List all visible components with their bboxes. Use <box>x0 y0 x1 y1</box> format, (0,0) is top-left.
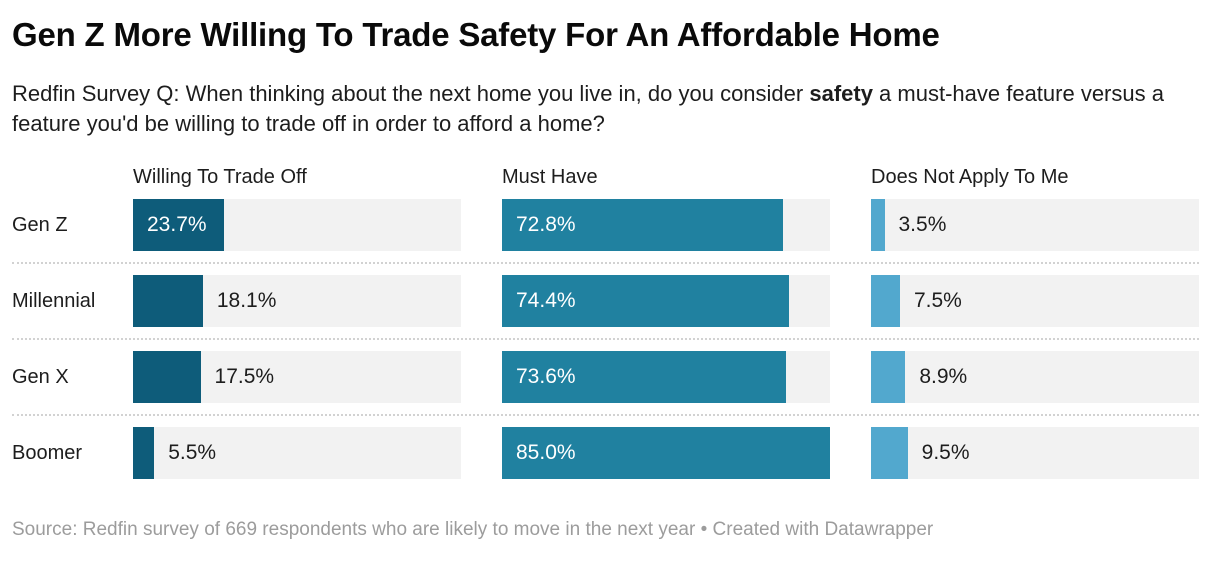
bar-track-willing-to-trade-off: 17.5% <box>133 351 461 404</box>
column-header-must-have: Must Have <box>502 166 598 189</box>
bar-value-willing-to-trade-off-gen-x: 17.5% <box>214 365 275 389</box>
bar-track-must-have: 74.4% <box>502 275 830 328</box>
bar-value-must-have-millennial: 74.4% <box>516 289 576 313</box>
bar-track-must-have: 73.6% <box>502 351 830 404</box>
bar-track-willing-to-trade-off: 5.5% <box>133 427 461 480</box>
bar-track-willing-to-trade-off: 23.7% <box>133 199 461 252</box>
column-header-row: Willing To Trade Off Must Have Does Not … <box>12 163 1199 192</box>
bar-does-not-apply-to-me-gen-x <box>871 351 906 404</box>
chart-row-gen-x: Gen X 17.5% 73.6% 8.9% <box>12 351 1199 404</box>
header-spacer <box>12 163 92 192</box>
bar-does-not-apply-to-me-gen-z <box>871 199 885 252</box>
bar-does-not-apply-to-me-boomer <box>871 427 908 480</box>
bar-must-have-millennial <box>502 275 790 328</box>
bar-track-does-not-apply-to-me: 9.5% <box>871 427 1199 480</box>
row-separator <box>12 338 1199 341</box>
row-label-millennial: Millennial <box>12 290 96 313</box>
bar-track-must-have: 72.8% <box>502 199 830 252</box>
subtitle-bold-word: safety <box>809 81 873 107</box>
row-label-gen-x: Gen X <box>12 366 69 389</box>
bar-value-does-not-apply-to-me-boomer: 9.5% <box>921 441 970 465</box>
subtitle-text: Redfin Survey Q: When thinking about the… <box>12 81 810 107</box>
bar-must-have-boomer <box>502 427 830 480</box>
row-separator <box>12 414 1199 417</box>
row-separator <box>12 262 1199 265</box>
bar-does-not-apply-to-me-millennial <box>871 275 900 328</box>
bar-value-does-not-apply-to-me-millennial: 7.5% <box>913 289 962 313</box>
chart-row-millennial: Millennial 18.1% 74.4% 7.5% <box>12 275 1199 328</box>
bar-value-must-have-gen-z: 72.8% <box>516 213 576 237</box>
bar-willing-to-trade-off-gen-x <box>133 351 201 404</box>
bar-value-must-have-boomer: 85.0% <box>516 441 576 465</box>
chart-row-gen-z: Gen Z 23.7% 72.8% 3.5% <box>12 199 1199 252</box>
bar-value-willing-to-trade-off-gen-z: 23.7% <box>147 213 207 237</box>
bar-track-willing-to-trade-off: 18.1% <box>133 275 461 328</box>
column-header-willing-to-trade-off: Willing To Trade Off <box>133 166 307 189</box>
bar-willing-to-trade-off-boomer <box>133 427 155 480</box>
split-bar-chart: Willing To Trade Off Must Have Does Not … <box>12 163 1199 480</box>
chart-rows: Gen Z 23.7% 72.8% 3.5% Millennial 18.1% 74.4% 7… <box>12 199 1199 480</box>
bar-value-does-not-apply-to-me-gen-z: 3.5% <box>898 213 947 237</box>
subtitle-text-after: a must-have feature versus a feature you… <box>12 81 1164 137</box>
chart-title: Gen Z More Willing To Trade Safety For A… <box>12 16 940 53</box>
bar-value-willing-to-trade-off-boomer: 5.5% <box>168 441 217 465</box>
bar-value-willing-to-trade-off-millennial: 18.1% <box>216 289 277 313</box>
bar-willing-to-trade-off-gen-z <box>133 199 225 252</box>
bar-track-must-have: 85.0% <box>502 427 830 480</box>
bar-track-does-not-apply-to-me: 8.9% <box>871 351 1199 404</box>
bar-track-does-not-apply-to-me: 7.5% <box>871 275 1199 328</box>
chart-row-boomer: Boomer 5.5% 85.0% 9.5% <box>12 427 1199 480</box>
bar-must-have-gen-x <box>502 351 786 404</box>
chart-footer: Source: Redfin survey of 669 respondents… <box>12 519 934 541</box>
column-header-does-not-apply: Does Not Apply To Me <box>871 166 1069 189</box>
bar-willing-to-trade-off-millennial <box>133 275 203 328</box>
row-label-gen-z: Gen Z <box>12 214 68 237</box>
bar-value-does-not-apply-to-me-gen-x: 8.9% <box>919 365 968 389</box>
bar-must-have-gen-z <box>502 199 783 252</box>
chart-subtitle: Redfin Survey Q: When thinking about the… <box>12 79 1197 139</box>
bar-track-does-not-apply-to-me: 3.5% <box>871 199 1199 252</box>
bar-value-must-have-gen-x: 73.6% <box>516 365 576 389</box>
row-label-boomer: Boomer <box>12 442 83 465</box>
